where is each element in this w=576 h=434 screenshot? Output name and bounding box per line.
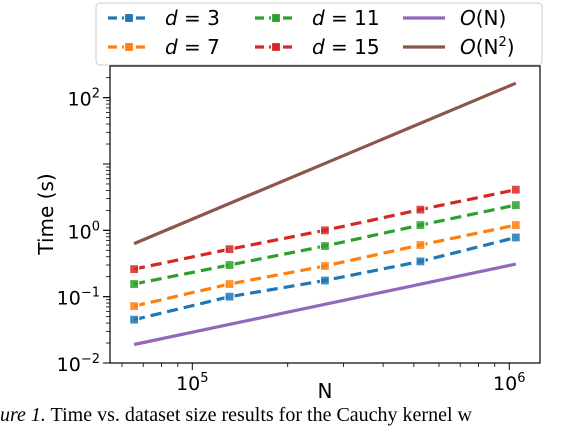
series-marker-1 xyxy=(224,278,235,290)
series-marker-0 xyxy=(510,232,521,243)
legend-label-5: O(N2) xyxy=(460,35,515,59)
plot-frame xyxy=(109,65,541,364)
series-marker-2 xyxy=(224,259,235,271)
y-axis-label: Time (s) xyxy=(34,173,58,255)
series-marker-3 xyxy=(129,264,140,275)
legend-label-2: d = 11 xyxy=(312,6,380,30)
series-marker-0 xyxy=(224,291,235,302)
series-marker-1 xyxy=(129,301,140,312)
caption-text: Time vs. dataset size results for the Ca… xyxy=(45,404,472,426)
series-marker-3 xyxy=(415,204,426,215)
legend-marker-3 xyxy=(270,41,282,53)
legend-marker-2 xyxy=(270,12,282,24)
series-marker-2 xyxy=(129,278,140,290)
x-axis-label: N xyxy=(318,379,333,403)
series-marker-1 xyxy=(319,260,331,272)
figure-caption: ure 1. Time vs. dataset size results for… xyxy=(0,404,576,434)
series-marker-3 xyxy=(224,244,235,255)
legend-label-3: d = 15 xyxy=(312,35,380,59)
series-line-5 xyxy=(133,81,517,246)
series-marker-1 xyxy=(510,219,521,231)
series-marker-2 xyxy=(510,200,521,211)
y-tick-label: 10−2 xyxy=(57,352,100,376)
y-tick-label: 102 xyxy=(68,87,100,111)
series-line-4 xyxy=(133,262,517,347)
series-marker-0 xyxy=(415,256,426,267)
series-marker-1 xyxy=(415,239,426,251)
legend-label-0: d = 3 xyxy=(165,6,220,30)
legend-marker-1 xyxy=(123,41,135,53)
x-tick-label: 106 xyxy=(493,371,525,395)
legend-marker-0 xyxy=(123,12,135,24)
series-marker-2 xyxy=(415,219,426,231)
series-layer xyxy=(129,81,521,347)
chart: d = 3d = 7d = 11d = 15O(N)O(N2) 105 10610… xyxy=(34,2,543,403)
series-marker-3 xyxy=(510,184,521,195)
series-marker-3 xyxy=(319,225,331,236)
series-marker-0 xyxy=(319,275,331,286)
legend-label-4: O(N) xyxy=(460,6,506,30)
series-marker-2 xyxy=(319,240,331,252)
y-tick-label: 10−1 xyxy=(57,286,100,310)
ticks: 105 106 10−2 10−1 100 102 xyxy=(57,77,526,395)
x-tick-label: 105 xyxy=(176,371,208,395)
y-tick-label: 100 xyxy=(68,219,100,243)
caption-prefix: ure 1. xyxy=(0,404,46,426)
legend-label-1: d = 7 xyxy=(165,35,220,59)
series-marker-0 xyxy=(129,314,140,325)
legend: d = 3 d = 7 d = 11 d = 15 O(N) O(N2) xyxy=(95,2,543,66)
